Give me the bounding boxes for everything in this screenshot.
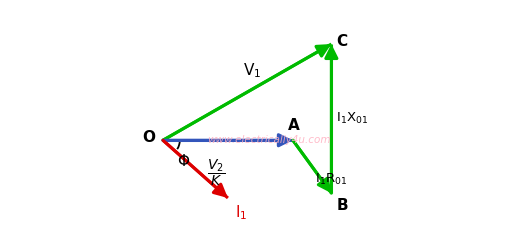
Text: $\Phi$: $\Phi$ <box>177 153 190 169</box>
Text: www.electrically4u.com: www.electrically4u.com <box>207 135 331 145</box>
Text: $\mathrm{I}_1\mathrm{R}_{01}$: $\mathrm{I}_1\mathrm{R}_{01}$ <box>315 172 347 187</box>
Text: $\mathrm{V}_1$: $\mathrm{V}_1$ <box>243 61 261 80</box>
Text: B: B <box>336 198 348 213</box>
Text: A: A <box>288 118 300 133</box>
Text: $\mathrm{I}_1$: $\mathrm{I}_1$ <box>235 203 248 221</box>
Text: O: O <box>143 130 156 145</box>
Text: C: C <box>336 34 347 49</box>
Text: $\mathrm{I}_1\mathrm{X}_{01}$: $\mathrm{I}_1\mathrm{X}_{01}$ <box>336 111 369 126</box>
Text: $\dfrac{V_2}{K}$: $\dfrac{V_2}{K}$ <box>207 157 225 188</box>
